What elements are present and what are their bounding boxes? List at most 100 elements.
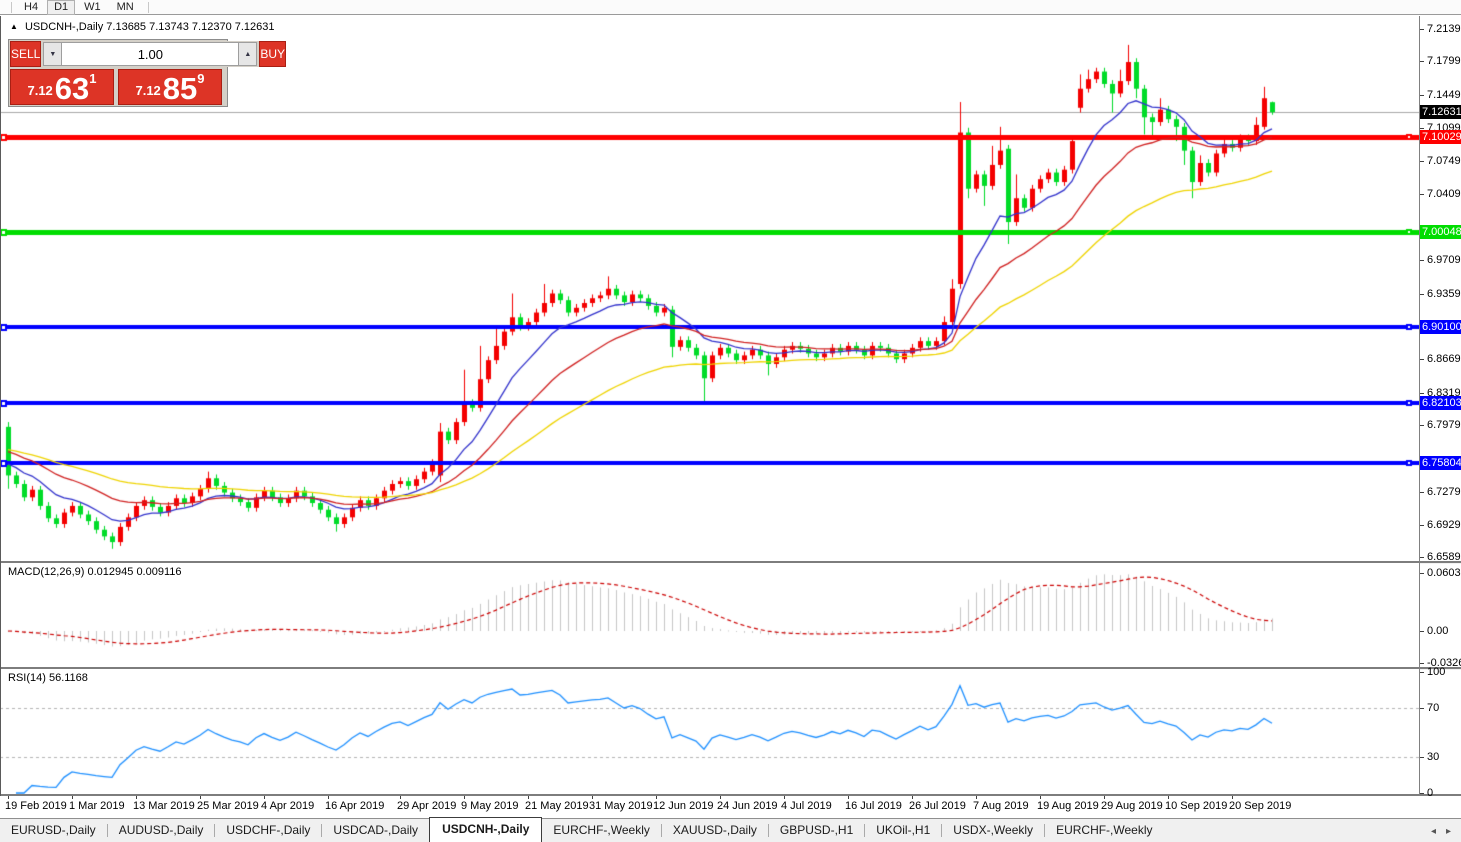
volume-spinner: ▼ ▲ [41,41,260,67]
time-tick-mark [200,796,201,799]
buy-price-tile[interactable]: 7.12 85 9 [118,69,222,105]
toolbar-separator [11,1,12,13]
symbol-label: USDCNH-,Daily [24,21,104,33]
date-tick-label: 16 Apr 2019 [325,800,385,812]
chart-tab-gbpusd-h1[interactable]: GBPUSD-,H1 [779,823,854,837]
tab-separator [1044,824,1046,837]
collapse-icon[interactable]: ▲ [10,22,18,31]
rsi-tick-mark [1420,757,1424,758]
one-click-trading-panel: SELL ▼ ▲ BUY 7.12 63 1 7.12 85 9 [8,39,287,107]
price-tick-label: 6.86690 [1427,353,1461,365]
timeframe-button-h4[interactable]: H4 [24,0,39,13]
macd-tick-label: 0.060317 [1427,567,1461,579]
time-tick-mark [976,796,977,799]
price-tick-mark [1420,492,1424,493]
tab-separator [321,824,323,837]
sell-price-prefix: 7.12 [27,83,53,98]
timeframe-button-mn[interactable]: MN [116,0,134,13]
chart-tab-usdcad-daily[interactable]: USDCAD-,Daily [333,823,419,837]
date-tick-label: 16 Jul 2019 [845,800,902,812]
tab-separator [214,824,216,837]
date-tick-label: 13 Mar 2019 [133,800,195,812]
macd-label: MACD(12,26,9) [8,566,85,578]
buy-button[interactable]: BUY [259,41,287,67]
sell-price-tile[interactable]: 7.12 63 1 [10,69,114,105]
price-tick-label: 7.07490 [1427,155,1461,167]
chart-tab-usdx-weekly[interactable]: USDX-,Weekly [953,823,1034,837]
price-tick-label: 7.04090 [1427,188,1461,200]
time-tick-mark [848,796,849,799]
time-tick-mark [1168,796,1169,799]
tab-separator [864,824,866,837]
trade-panel-price-row: 7.12 63 1 7.12 85 9 [10,69,226,105]
chart-tab-xauusd-daily[interactable]: XAUUSD-,Daily [672,823,757,837]
price-tick-label: 6.97090 [1427,254,1461,266]
price-tick-label: 6.79790 [1427,419,1461,431]
sell-button[interactable]: SELL [10,41,42,67]
price-tick-mark [1420,393,1424,394]
date-tick-label: 10 Sep 2019 [1165,800,1228,812]
price-tick-label: 7.17990 [1427,55,1461,67]
chart-tab-ukoil-h1[interactable]: UKOil-,H1 [876,823,931,837]
volume-input[interactable] [62,42,239,66]
chart-ohlc-title: ▲ USDCNH-,Daily 7.13685 7.13743 7.12370 … [10,21,275,33]
rsi-tick-label: 0 [1427,787,1434,799]
time-tick-mark [720,796,721,799]
time-tick-mark [912,796,913,799]
price-tick-mark [1420,95,1424,96]
hline-price-label: 7.10029 [1420,130,1461,144]
time-tick-mark [464,796,465,799]
macd-tick-mark [1420,631,1424,632]
date-tick-label: 29 Aug 2019 [1101,800,1163,812]
chart-tab-eurchf-weekly[interactable]: EURCHF-,Weekly [553,823,650,837]
tabs-scroll-right-button[interactable]: ▸ [1445,826,1451,837]
chart-tab-audusd-daily[interactable]: AUDUSD-,Daily [118,823,204,837]
price-tick-mark [1420,29,1424,30]
timeframe-button-w1[interactable]: W1 [84,0,101,13]
chart-tab-eurchf-weekly[interactable]: EURCHF-,Weekly [1056,823,1153,837]
macd-indicator-canvas[interactable] [0,563,1419,667]
time-tick-mark [72,796,73,799]
volume-decrease-button[interactable]: ▼ [43,42,63,66]
sell-price-big-digits: 63 [54,71,90,106]
chevron-up-icon: ▲ [244,50,252,58]
price-tick-mark [1420,161,1424,162]
macd-tick-mark [1420,663,1424,664]
price-tick-label: 6.93590 [1427,288,1461,300]
price-tick-mark [1420,359,1424,360]
rsi-tick-mark [1420,708,1424,709]
chart-tab-usdcnh-daily[interactable]: USDCNH-,Daily [429,817,543,842]
main-chart-canvas[interactable] [0,17,1419,561]
chart-tab-usdchf-daily[interactable]: USDCHF-,Daily [226,823,311,837]
time-tick-mark [136,796,137,799]
price-tick-mark [1420,128,1424,129]
time-tick-mark [592,796,593,799]
sell-price-pip-digit: 1 [89,71,97,86]
date-tick-label: 31 May 2019 [589,800,653,812]
buy-price-prefix: 7.12 [135,83,161,98]
hline-price-label: 7.00048 [1420,225,1461,239]
buy-price-pip-digit: 9 [197,71,205,86]
volume-increase-button[interactable]: ▲ [238,42,258,66]
time-axis[interactable]: 19 Feb 2019 1 Mar 2019 13 Mar 2019 25 Mar 2… [0,796,1461,817]
rsi-tick-label: 30 [1427,751,1440,763]
date-tick-label: 20 Sep 2019 [1229,800,1292,812]
time-tick-mark [1040,796,1041,799]
price-tick-label: 6.69290 [1427,519,1461,531]
tabs-scroll-left-button[interactable]: ◂ [1430,826,1436,837]
time-tick-mark [1232,796,1233,799]
rsi-tick-mark [1420,793,1424,794]
price-tick-label: 7.14490 [1427,89,1461,101]
price-tick-mark [1420,557,1424,558]
macd-value: 0.012945 [87,566,134,578]
chart-tab-eurusd-daily[interactable]: EURUSD-,Daily [11,823,96,837]
tab-separator [941,824,943,837]
price-tick-label: 6.65890 [1427,551,1461,563]
date-tick-label: 19 Aug 2019 [1037,800,1099,812]
rsi-indicator-canvas[interactable] [0,669,1419,794]
price-tick-label: 7.21390 [1427,23,1461,35]
tab-separator [106,824,108,837]
tabs-scroll-arrows: ◂ ▸ [1431,826,1461,837]
timeframe-button-d1[interactable]: D1 [47,0,76,15]
rsi-tick-label: 100 [1427,666,1446,678]
